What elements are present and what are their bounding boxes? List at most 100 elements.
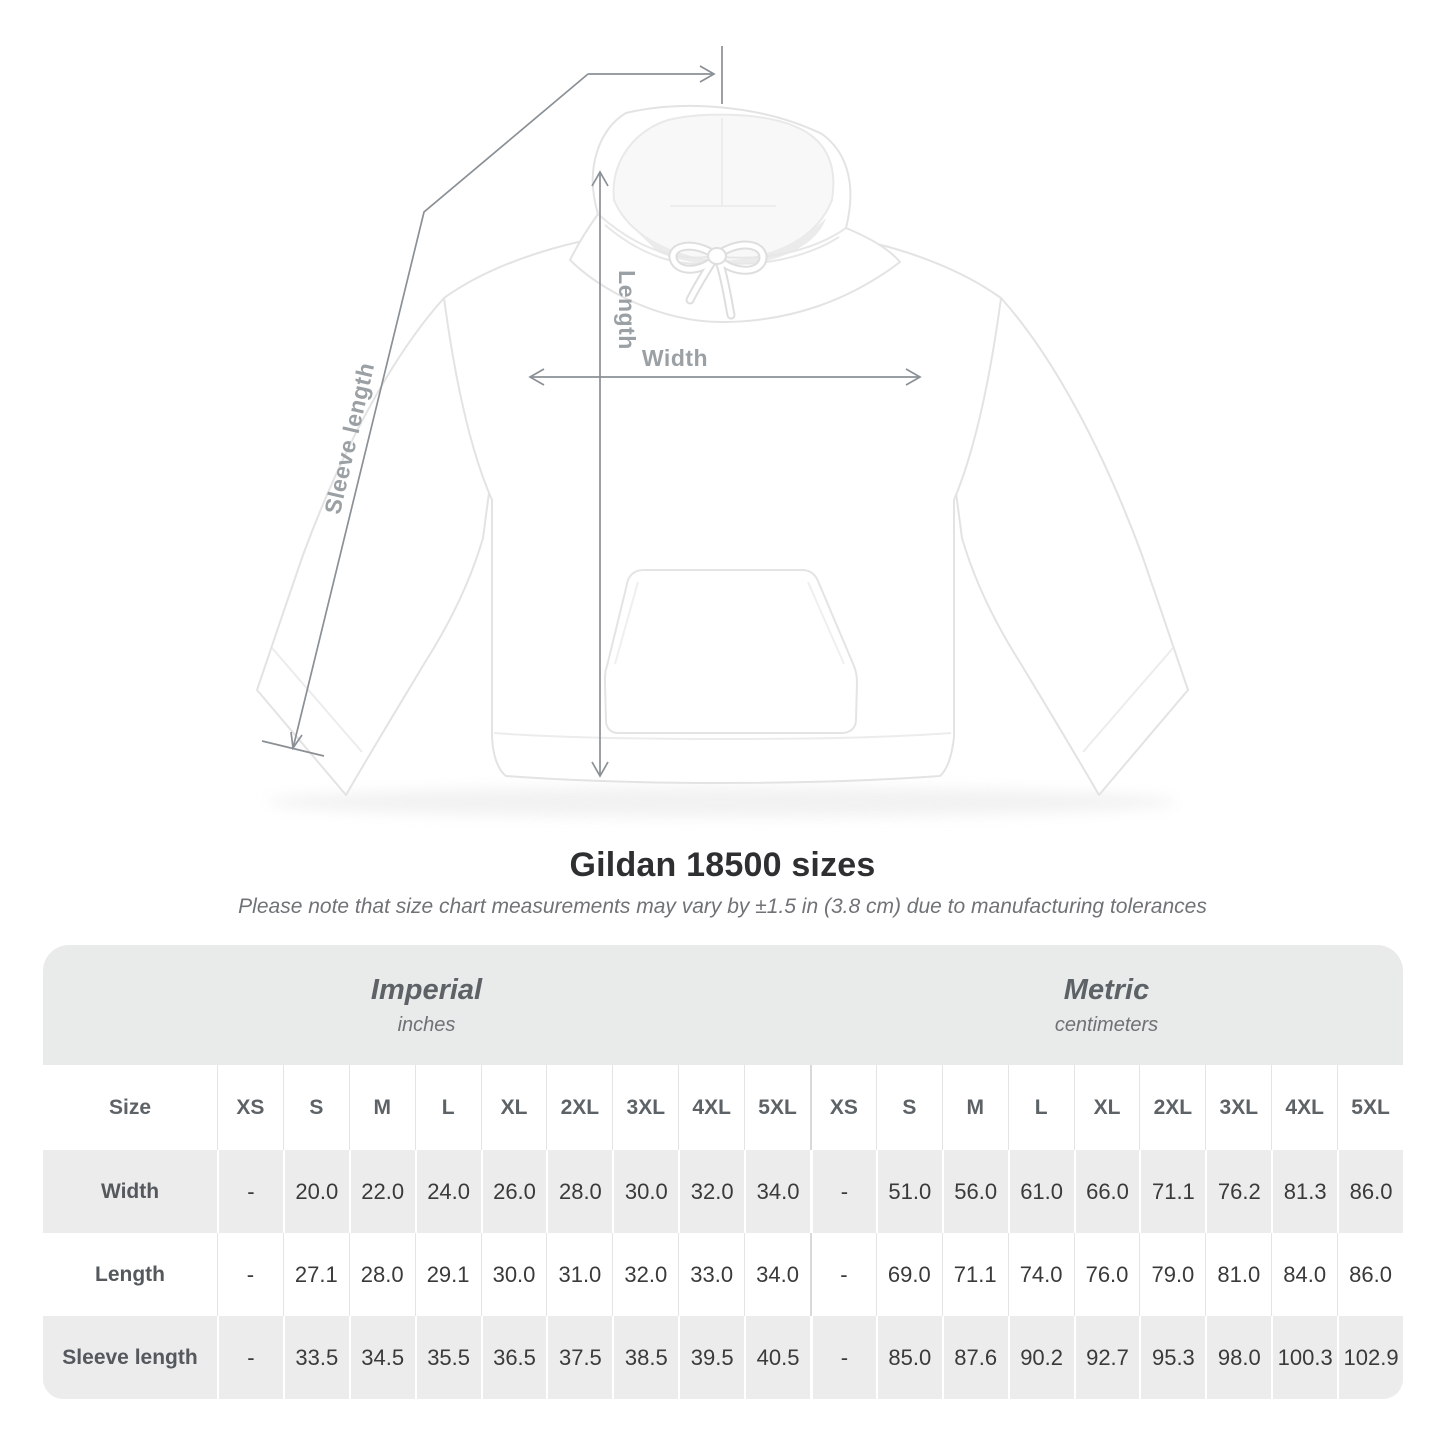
size-table: Imperial inches Metric centimeters Size X…: [43, 945, 1403, 1399]
value-cell: 92.7: [1073, 1316, 1140, 1399]
value-cell: 39.5: [678, 1316, 744, 1399]
metric-header: Metric centimeters: [810, 945, 1403, 1065]
value-cell: 27.1: [282, 1233, 349, 1316]
size-header-cell: Size: [108, 1095, 152, 1119]
size-col-header: L: [1007, 1065, 1074, 1150]
value-cell: 36.5: [480, 1316, 547, 1399]
value-cell: 81.3: [1271, 1150, 1337, 1233]
size-col-header: XL: [1073, 1065, 1140, 1150]
value-cell: 38.5: [612, 1316, 678, 1399]
size-grid-rows: Size XS S M L XL 2XL 3XL 4XL 5XL XS S M L XL 2XL 3XL 4XL 5…: [43, 1065, 1403, 1399]
hood-inner-shadow: [630, 218, 826, 265]
value-cell: 34.0: [744, 1233, 810, 1316]
value-cell: 26.0: [480, 1150, 547, 1233]
value-cell: 61.0: [1007, 1150, 1074, 1233]
hoodie-illustration: Length Width Sleeve length: [256, 46, 1189, 817]
unit-header-band: Imperial inches Metric centimeters: [43, 945, 1403, 1065]
value-cell: 84.0: [1271, 1233, 1337, 1316]
value-cell: 102.9: [1337, 1316, 1403, 1399]
size-col-header: 3XL: [1205, 1065, 1271, 1150]
value-cell: -: [217, 1233, 283, 1316]
value-cell: 76.2: [1205, 1150, 1271, 1233]
ground-shadow: [267, 787, 1177, 817]
hood-inner-opening: [612, 113, 835, 264]
value-cell: 33.5: [282, 1316, 349, 1399]
table-row: Length -27.1 28.0 29.1 30.0 31.0 32.0 33.0 34.0-…: [43, 1233, 1403, 1316]
hem-seam: [493, 732, 952, 740]
length-label: Length: [614, 270, 640, 350]
measurement-lines: [261, 46, 922, 778]
size-col-header: 2XL: [1139, 1065, 1205, 1150]
cuff-seams: [271, 647, 1174, 753]
size-col-header: XS: [217, 1065, 283, 1150]
value-cell: 81.0: [1205, 1233, 1271, 1316]
size-col-header: 4XL: [1271, 1065, 1337, 1150]
table-row: Sleeve length -33.5 34.5 35.5 36.5 37.5 38.5 39…: [43, 1316, 1403, 1399]
size-col-header: S: [282, 1065, 349, 1150]
value-cell: 34.0: [744, 1150, 810, 1233]
value-cell: 86.0: [1337, 1233, 1403, 1316]
value-cell: 34.5: [348, 1316, 415, 1399]
value-cell: 87.6: [941, 1316, 1008, 1399]
value-cell: -: [217, 1316, 283, 1399]
size-col-header: L: [414, 1065, 481, 1150]
metric-unit: centimeters: [1054, 1013, 1159, 1036]
hood-back-seams: [670, 118, 776, 207]
value-cell: 37.5: [546, 1316, 612, 1399]
value-cell: 22.0: [348, 1150, 415, 1233]
value-cell: 32.0: [612, 1233, 678, 1316]
value-cell: 76.0: [1073, 1233, 1140, 1316]
value-cell: 20.0: [282, 1150, 349, 1233]
value-cell: 69.0: [875, 1233, 942, 1316]
value-cell: 28.0: [348, 1233, 415, 1316]
value-cell: 51.0: [875, 1150, 942, 1233]
value-cell: 33.0: [678, 1233, 744, 1316]
value-cell: 71.1: [941, 1233, 1008, 1316]
drawstring-bow: [668, 240, 768, 320]
value-cell: -: [809, 1150, 876, 1233]
size-col-header: 4XL: [678, 1065, 744, 1150]
tolerance-note: Please note that size chart measurements…: [238, 895, 1207, 918]
value-cell: 74.0: [1007, 1233, 1074, 1316]
size-col-header: 5XL: [744, 1065, 810, 1150]
value-cell: 56.0: [941, 1150, 1008, 1233]
hoodie-figure: Length Width Sleeve length: [256, 46, 1189, 817]
value-cell: 30.0: [612, 1150, 678, 1233]
imperial-unit: inches: [397, 1013, 456, 1036]
value-cell: 66.0: [1073, 1150, 1140, 1233]
value-cell: 79.0: [1139, 1233, 1205, 1316]
value-cell: 86.0: [1337, 1150, 1403, 1233]
metric-title: Metric: [1063, 973, 1150, 1006]
sleeve-length-arrow: [292, 73, 712, 749]
size-col-header: 3XL: [612, 1065, 678, 1150]
value-cell: 98.0: [1205, 1316, 1271, 1399]
value-cell: 24.0: [414, 1150, 481, 1233]
value-cell: 40.5: [744, 1316, 810, 1399]
heading: Gildan 18500 sizes Please note that size…: [0, 846, 1445, 919]
page-title: Gildan 18500 sizes: [569, 846, 876, 884]
value-cell: 35.5: [414, 1316, 481, 1399]
value-cell: 90.2: [1007, 1316, 1074, 1399]
value-cell: 30.0: [480, 1233, 547, 1316]
value-cell: 28.0: [546, 1150, 612, 1233]
kangaroo-pocket: [604, 569, 858, 734]
size-header-row: Size XS S M L XL 2XL 3XL 4XL 5XL XS S M L XL 2XL 3XL 4XL 5…: [43, 1065, 1403, 1150]
row-label: Width: [100, 1179, 160, 1203]
hood: [569, 105, 901, 323]
value-cell: 100.3: [1271, 1316, 1337, 1399]
imperial-header: Imperial inches: [43, 945, 810, 1065]
size-col-header: 2XL: [546, 1065, 612, 1150]
size-col-header: S: [875, 1065, 942, 1150]
value-cell: 85.0: [875, 1316, 942, 1399]
value-cell: 32.0: [678, 1150, 744, 1233]
size-col-header: XS: [809, 1065, 876, 1150]
size-col-header: 5XL: [1337, 1065, 1403, 1150]
value-cell: 71.1: [1139, 1150, 1205, 1233]
imperial-title: Imperial: [370, 973, 483, 1006]
table-row: Width -20.0 22.0 24.0 26.0 28.0 30.0 32.0 34.0-5…: [43, 1150, 1403, 1233]
value-cell: -: [809, 1233, 876, 1316]
row-label: Sleeve length: [62, 1345, 198, 1369]
value-cell: -: [217, 1150, 283, 1233]
width-label: Width: [642, 345, 708, 371]
